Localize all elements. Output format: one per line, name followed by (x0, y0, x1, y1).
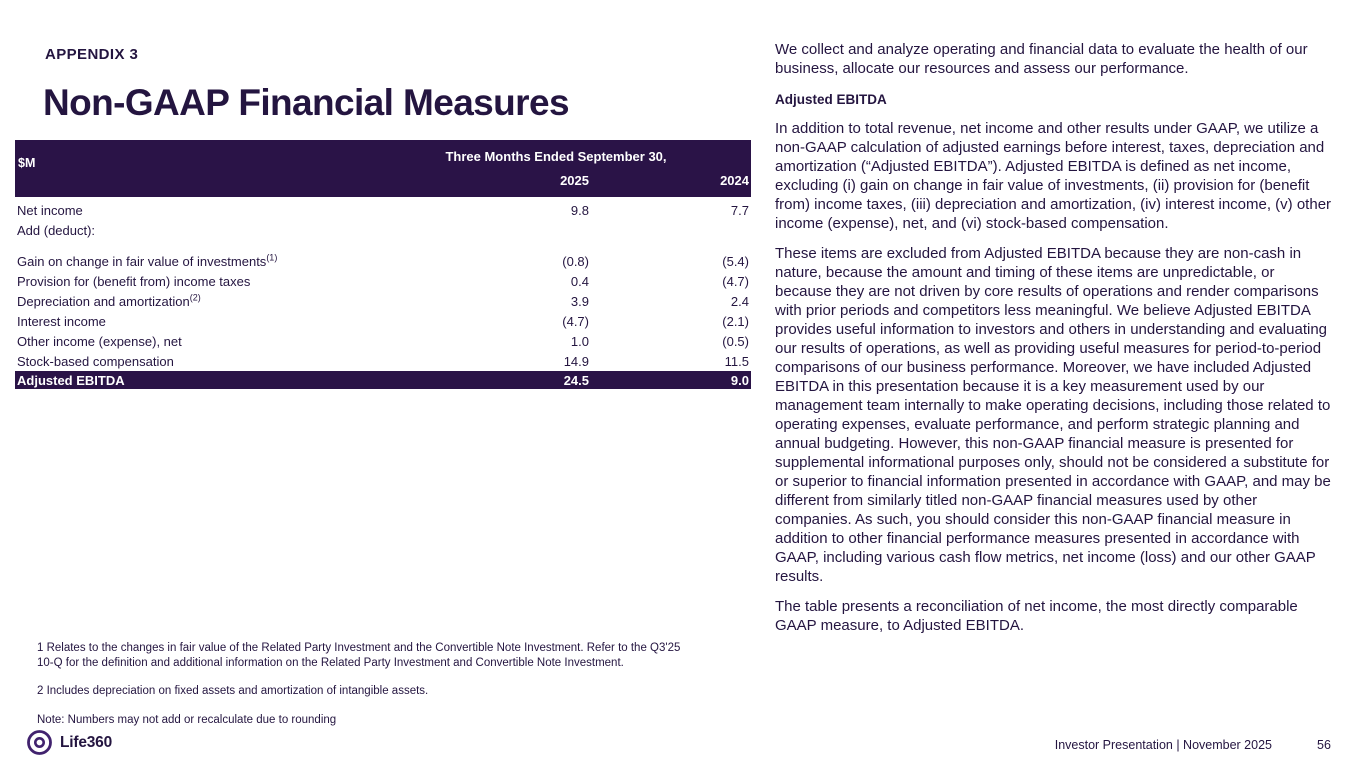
footnote-ref: (2) (189, 292, 201, 303)
value-2024: (5.4) (722, 253, 749, 269)
adjusted-ebitda-heading: Adjusted EBITDA (775, 92, 887, 107)
footnote-2: 2 Includes depreciation on fixed assets … (37, 685, 429, 698)
table-row: Provision for (benefit from) income taxe… (15, 271, 751, 291)
intro-paragraph: We collect and analyze operating and fin… (775, 41, 1308, 77)
brand-name: Life360 (60, 733, 113, 751)
footnote-ref: (1) (266, 252, 278, 263)
row-label: Add (deduct): (17, 222, 96, 238)
footnote-1: 1 Relates to the changes in fair value o… (37, 642, 681, 670)
footnotes: 1 Relates to the changes in fair value o… (37, 641, 697, 741)
rationale-paragraph: These items are excluded from Adjusted E… (775, 245, 1331, 585)
column-header-2025: 2025 (560, 172, 589, 188)
total-row-label: Adjusted EBITDA (17, 372, 125, 388)
value-2025: (4.7) (562, 313, 589, 329)
page-number: 56 (1317, 738, 1331, 752)
total-value-2025: 24.5 (563, 372, 589, 388)
reconciliation-paragraph: The table presents a reconciliation of n… (775, 598, 1298, 634)
table-row: Interest income (4.7) (2.1) (15, 311, 751, 331)
value-2024: (2.1) (722, 313, 749, 329)
page-title: Non-GAAP Financial Measures (43, 82, 570, 123)
commentary-column: We collect and analyze operating and fin… (775, 40, 1335, 646)
table-row: Stock-based compensation 14.9 11.5 (15, 351, 751, 371)
definition-paragraph: In addition to total revenue, net income… (775, 120, 1332, 232)
table-header: $M Three Months Ended September 30, 2025… (15, 140, 751, 197)
financial-table: $M Three Months Ended September 30, 2025… (15, 140, 751, 389)
value-2025: 3.9 (570, 293, 589, 309)
table-row: Other income (expense), net 1.0 (0.5) (15, 331, 751, 351)
table-total-row: Adjusted EBITDA 24.5 9.0 (15, 371, 751, 389)
appendix-label: APPENDIX 3 (45, 46, 139, 63)
value-2025: 0.4 (570, 273, 589, 289)
table-row: Net income 9.8 7.7 (15, 200, 751, 220)
table-unit-label: $M (18, 156, 36, 170)
row-label: Interest income (17, 313, 106, 329)
value-2025: 9.8 (570, 202, 589, 218)
table-row: Gain on change in fair value of investme… (15, 251, 751, 271)
footer-brand: Life360 (26, 729, 112, 756)
column-header-2024: 2024 (720, 172, 749, 188)
value-2024: 2.4 (730, 293, 749, 309)
life360-logo-icon (26, 729, 53, 756)
row-label: Other income (expense), net (17, 333, 182, 349)
table-row: Add (deduct): (15, 220, 751, 240)
table-row: Depreciation and amortization(2) 3.9 2.4 (15, 291, 751, 311)
value-2025: 1.0 (570, 333, 589, 349)
row-label: Depreciation and amortization (17, 293, 190, 309)
value-2024: (0.5) (722, 333, 749, 349)
row-label: Provision for (benefit from) income taxe… (17, 273, 251, 289)
footer-presentation-label: Investor Presentation | November 2025 (1054, 738, 1272, 752)
row-label: Stock-based compensation (17, 353, 174, 369)
value-2024: 7.7 (730, 202, 749, 218)
table-body: Net income 9.8 7.7 Add (deduct): Gain on… (15, 197, 751, 389)
value-2025: (0.8) (562, 253, 589, 269)
value-2024: 11.5 (724, 353, 749, 369)
row-label: Gain on change in fair value of investme… (17, 253, 267, 269)
table-period-header: Three Months Ended September 30, (445, 148, 667, 164)
value-2024: (4.7) (722, 273, 749, 289)
row-spacer (15, 240, 751, 251)
row-label: Net income (17, 202, 83, 218)
rounding-note: Note: Numbers may not add or recalculate… (37, 713, 337, 726)
value-2025: 14.9 (563, 353, 589, 369)
total-value-2024: 9.0 (730, 372, 749, 388)
